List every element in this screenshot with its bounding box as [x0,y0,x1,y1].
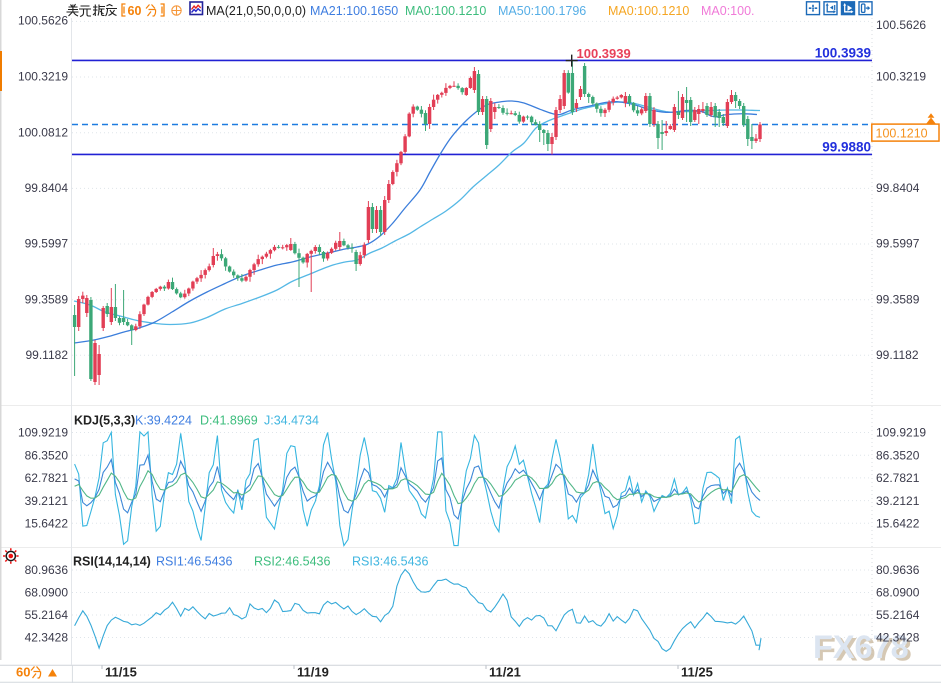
svg-text:100.3219: 100.3219 [18,70,68,84]
svg-text:99.8404: 99.8404 [25,181,69,195]
svg-text:100.0812: 100.0812 [18,125,68,139]
svg-text:39.2121: 39.2121 [25,494,69,508]
svg-text:99.1182: 99.1182 [876,348,919,362]
svg-text:MA(21,0,50,0,0,0): MA(21,0,50,0,0,0) [206,4,306,18]
svg-text:MA0:100.1210: MA0:100.1210 [608,4,689,18]
svg-text:100.1210: 100.1210 [876,126,928,140]
svg-text:55.2164: 55.2164 [25,608,69,622]
svg-text:J:34.4734: J:34.4734 [264,414,319,428]
svg-text:60: 60 [128,4,142,18]
svg-text:11/15: 11/15 [105,665,137,680]
svg-text:100.3939: 100.3939 [577,46,631,61]
svg-text:11/25: 11/25 [681,665,713,680]
svg-text:62.7821: 62.7821 [25,471,69,485]
svg-text:MA21:100.1650: MA21:100.1650 [310,4,398,18]
svg-text:80.9636: 80.9636 [876,563,920,577]
svg-text:K:39.4224: K:39.4224 [135,414,192,428]
svg-text:RSI1:46.5436: RSI1:46.5436 [156,555,232,569]
svg-text:RSI2:46.5436: RSI2:46.5436 [254,555,330,569]
svg-text:62.7821: 62.7821 [876,471,920,485]
svg-text:86.3520: 86.3520 [876,448,920,462]
svg-text:86.3520: 86.3520 [25,448,69,462]
svg-text:11/21: 11/21 [489,665,521,680]
svg-text:39.2121: 39.2121 [876,494,920,508]
svg-text:42.3428: 42.3428 [25,631,69,645]
svg-text:D:41.8969: D:41.8969 [200,414,258,428]
svg-text:109.9219: 109.9219 [876,426,926,440]
svg-text:68.0900: 68.0900 [876,586,920,600]
svg-text:99.5997: 99.5997 [876,237,920,251]
svg-text:KDJ(5,3,3): KDJ(5,3,3) [74,414,135,428]
svg-text:55.2164: 55.2164 [876,608,920,622]
svg-text:42.3428: 42.3428 [876,631,920,645]
svg-text:99.3589: 99.3589 [876,292,920,306]
svg-text:99.8404: 99.8404 [876,181,920,195]
svg-text:60: 60 [16,665,30,680]
svg-text:MA0:100.1210: MA0:100.1210 [405,4,486,18]
svg-text:FX678: FX678 [813,629,909,665]
svg-text:MA0:100.: MA0:100. [701,4,755,18]
svg-text:99.5997: 99.5997 [25,237,69,251]
svg-text:FX678: FX678 [816,632,912,668]
svg-text:15.6422: 15.6422 [876,517,920,531]
svg-text:99.9880: 99.9880 [822,140,871,155]
svg-text:99.3589: 99.3589 [25,292,69,306]
svg-text:100.3219: 100.3219 [876,70,926,84]
svg-text:100.5626: 100.5626 [18,14,68,28]
svg-text:68.0900: 68.0900 [25,586,69,600]
svg-text:15.6422: 15.6422 [25,517,69,531]
svg-text:100.3939: 100.3939 [815,46,871,61]
svg-text:MA50:100.1796: MA50:100.1796 [498,4,586,18]
svg-text:100.5626: 100.5626 [876,18,926,32]
svg-text:RSI3:46.5436: RSI3:46.5436 [352,555,428,569]
svg-text:RSI(14,14,14): RSI(14,14,14) [73,555,151,569]
svg-text:80.9636: 80.9636 [25,563,69,577]
svg-text:99.1182: 99.1182 [26,348,69,362]
svg-text:11/19: 11/19 [297,665,329,680]
svg-text:109.9219: 109.9219 [18,426,68,440]
